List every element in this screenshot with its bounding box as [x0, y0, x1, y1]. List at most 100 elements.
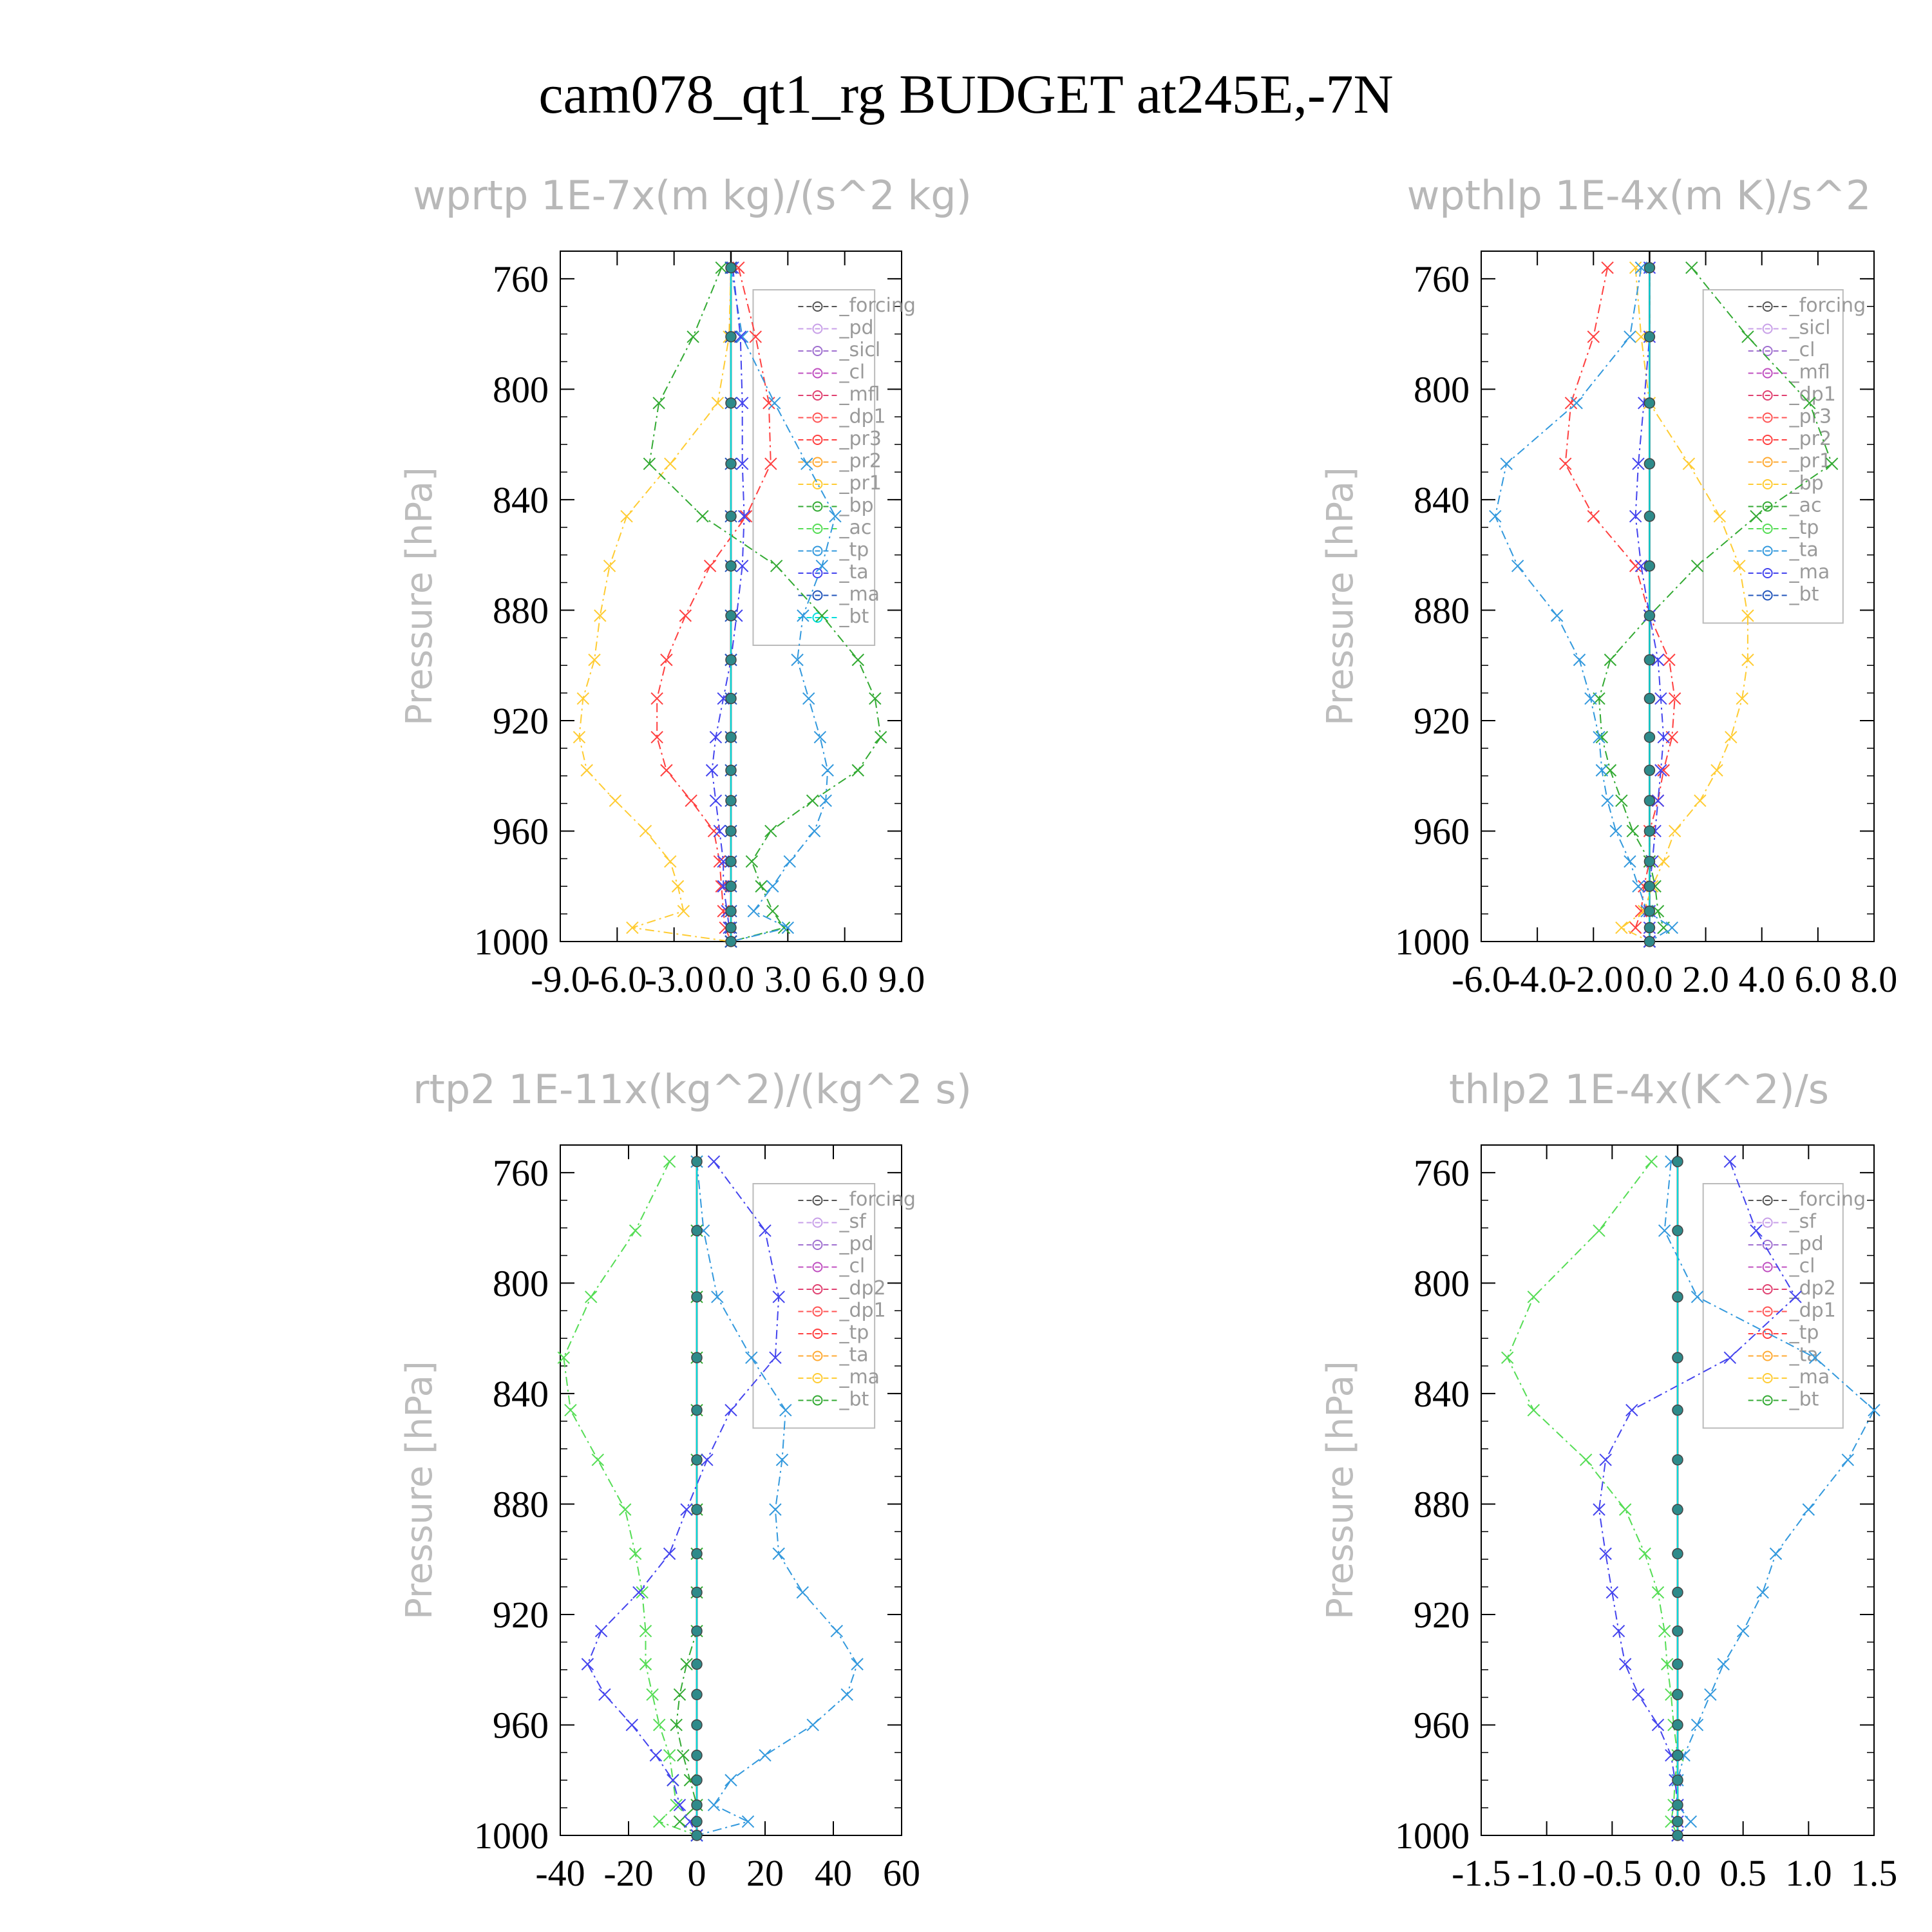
legend-entry: _dp1: [1789, 1300, 1836, 1322]
data-point: [650, 692, 663, 705]
data-point: [1672, 1404, 1683, 1416]
data-point: [759, 1748, 772, 1762]
legend-entry: _forcing: [838, 294, 915, 317]
data-point: [755, 880, 768, 893]
data-point: [609, 794, 622, 808]
legend-entry: _ac: [1789, 495, 1822, 517]
data-point: [618, 1503, 632, 1516]
legend-entry: _pr3: [838, 428, 881, 450]
series-line: [1634, 267, 1665, 942]
series-line: [1506, 1161, 1679, 1836]
legend-entry: _sf: [838, 1211, 867, 1233]
data-point: [815, 609, 829, 622]
legend-marker: [1762, 1195, 1773, 1206]
x-tick-label: 9.0: [878, 958, 925, 1000]
legend-box: [1702, 289, 1844, 624]
data-point: [1654, 764, 1667, 777]
x-tick-label: 60: [883, 1852, 920, 1894]
data-point: [1741, 653, 1754, 667]
legend-entry: _sf: [1789, 1211, 1817, 1233]
data-point: [764, 824, 777, 838]
legend-entry: _bt: [1789, 1388, 1819, 1411]
data-point: [1672, 1749, 1683, 1761]
legend-entry: _tp: [838, 539, 869, 562]
data-point: [691, 1658, 703, 1670]
legend-marker: [812, 1306, 823, 1317]
y-tick-label: 1000: [1395, 1815, 1470, 1857]
data-point: [725, 795, 737, 807]
legend-marker: [812, 301, 823, 312]
data-point: [724, 1774, 737, 1786]
legend-marker: [812, 524, 823, 534]
data-point: [664, 457, 677, 470]
data-point: [851, 1658, 864, 1671]
data-point: [687, 330, 699, 343]
data-point: [815, 560, 829, 573]
data-point: [1651, 794, 1665, 808]
legend-marker: [1762, 1350, 1773, 1361]
data-point: [639, 824, 652, 838]
data-point: [1587, 330, 1600, 343]
data-point: [741, 1815, 755, 1828]
legend-marker: [812, 368, 823, 379]
legend-marker: [812, 545, 823, 556]
legend-entry: _bt: [838, 605, 869, 628]
legend-marker: [812, 479, 823, 489]
data-point: [670, 1718, 683, 1732]
legend-marker: [1762, 368, 1773, 379]
data-point: [1725, 730, 1738, 744]
data-point: [639, 1624, 652, 1638]
legend-entry: _tp: [838, 1321, 869, 1344]
data-point: [1604, 653, 1617, 667]
data-point: [775, 1454, 789, 1466]
data-point: [588, 653, 601, 667]
data-point: [691, 1799, 703, 1811]
data-point: [725, 731, 737, 743]
data-point: [680, 1658, 693, 1671]
legend-marker: [1762, 1262, 1773, 1273]
legend-entry: _ma: [1789, 561, 1830, 583]
legend-marker: [812, 1195, 823, 1206]
data-point: [1643, 825, 1656, 837]
legend-entry: _pr3: [1789, 406, 1832, 428]
legend-entry: _ac: [838, 516, 871, 539]
legend-marker: [812, 1329, 823, 1339]
data-point: [1672, 1774, 1683, 1786]
panel-title: rtp2 1E-11x(kg^2)/(kg^2 s): [413, 1066, 972, 1113]
legend-entry: _dp2: [838, 1277, 886, 1300]
data-point: [764, 457, 777, 470]
data-point: [1750, 509, 1763, 523]
data-point: [1672, 1225, 1683, 1236]
data-point: [1501, 1351, 1514, 1364]
data-point: [1672, 1625, 1683, 1637]
legend-entry: _bt: [1789, 583, 1819, 606]
data-point: [1682, 457, 1696, 470]
data-point: [1489, 509, 1502, 523]
y-tick-label: 920: [493, 1594, 549, 1636]
data-point: [1733, 560, 1746, 573]
data-point: [691, 1625, 703, 1637]
data-point: [1665, 921, 1678, 934]
data-point: [1769, 1547, 1783, 1560]
legend-marker: [1762, 301, 1773, 312]
data-point: [691, 1404, 703, 1416]
series-line: [649, 267, 882, 942]
data-point: [1672, 1504, 1683, 1515]
data-point: [725, 510, 737, 522]
data-point: [632, 1586, 645, 1599]
data-point: [691, 1454, 703, 1466]
data-point: [1629, 509, 1642, 523]
legend-entry: _pr1: [1789, 450, 1832, 473]
data-point: [677, 905, 690, 918]
y-tick-label: 800: [493, 368, 549, 410]
data-point: [1741, 330, 1754, 343]
data-point: [1654, 692, 1667, 705]
x-tick-label: -4.0: [1508, 958, 1567, 1000]
data-point: [1661, 1658, 1674, 1671]
legend-marker: [1762, 590, 1773, 601]
data-point: [725, 610, 737, 621]
data-point: [1651, 1718, 1665, 1732]
data-point: [770, 560, 783, 573]
data-point: [620, 509, 633, 523]
